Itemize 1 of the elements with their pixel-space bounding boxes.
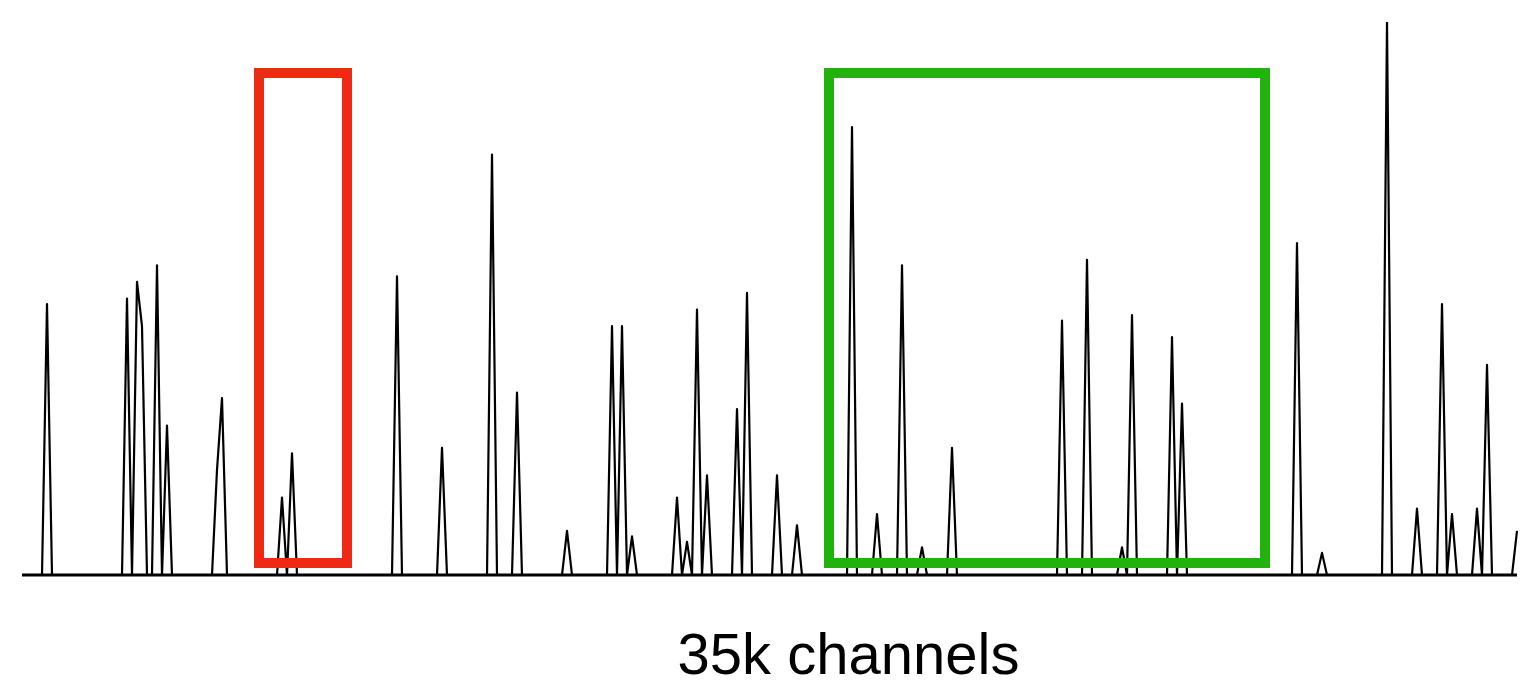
x-axis-title: 35k channels [676,620,1021,687]
